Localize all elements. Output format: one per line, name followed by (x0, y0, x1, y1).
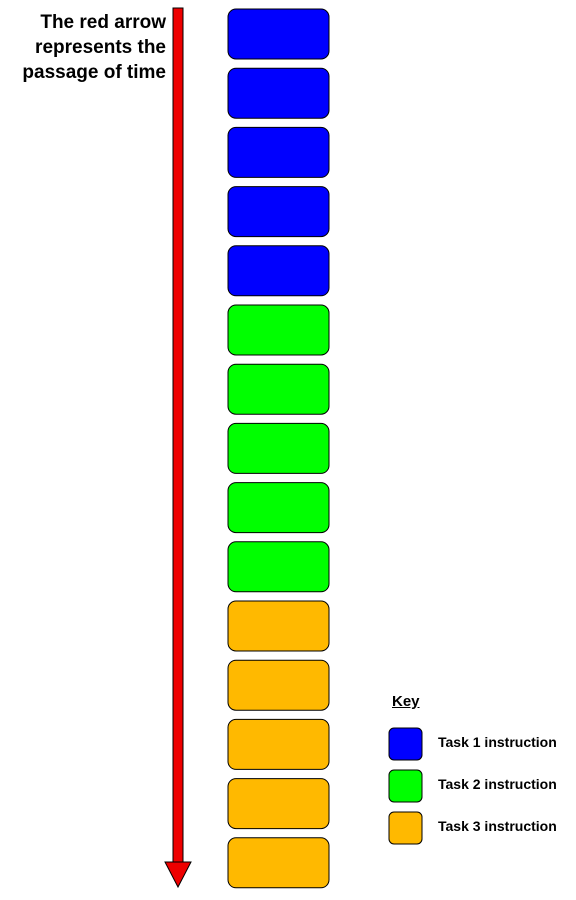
key-label-task3: Task 3 instruction (438, 818, 557, 834)
instruction-block-task1 (227, 8, 330, 60)
key-label-task2: Task 2 instruction (438, 776, 557, 792)
instruction-sequence (227, 8, 330, 889)
instruction-block-task3 (227, 659, 330, 711)
key-label-task1: Task 1 instruction (438, 734, 557, 750)
key-swatch-task1 (388, 727, 423, 761)
key-swatch-task3 (388, 811, 423, 845)
instruction-block-task3 (227, 718, 330, 770)
instruction-block-task2 (227, 482, 330, 534)
instruction-block-task3 (227, 600, 330, 652)
instruction-block-task2 (227, 541, 330, 593)
instruction-block-task1 (227, 186, 330, 238)
instruction-block-task2 (227, 422, 330, 474)
instruction-block-task1 (227, 67, 330, 119)
instruction-block-task2 (227, 363, 330, 415)
key-title: Key (392, 693, 420, 710)
instruction-block-task2 (227, 304, 330, 356)
instruction-block-task1 (227, 126, 330, 178)
key-swatch-task2 (388, 769, 423, 803)
instruction-block-task3 (227, 778, 330, 830)
time-arrow (164, 7, 192, 889)
instruction-block-task3 (227, 837, 330, 889)
key-swatches (388, 727, 423, 845)
time-arrow-shaft (172, 7, 184, 865)
instruction-block-task1 (227, 245, 330, 297)
time-arrow-caption: The red arrow represents the passage of … (22, 12, 166, 83)
time-arrow-head (164, 861, 192, 889)
